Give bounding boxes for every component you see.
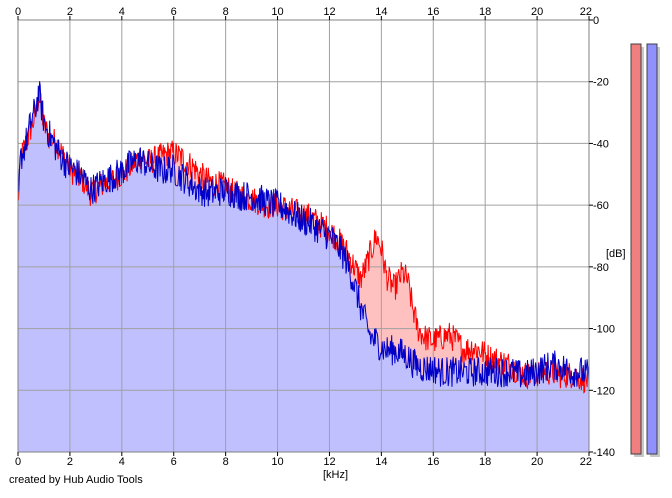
y-tick-label: -120: [593, 385, 615, 397]
x-tick-label-top: 4: [119, 6, 125, 18]
x-tick-label-top: 0: [15, 6, 21, 18]
x-tick-label-bottom: 18: [479, 456, 491, 468]
y-tick-label: -20: [593, 77, 609, 89]
x-tick-label-bottom: 22: [580, 456, 592, 468]
tick-label-layer: 002244668810101212141416161818202022220-…: [15, 6, 615, 468]
x-tick-label-bottom: 0: [15, 456, 21, 468]
x-tick-label-top: 22: [580, 6, 592, 18]
x-tick-label-top: 20: [531, 6, 543, 18]
x-tick-label-top: 2: [67, 6, 73, 18]
x-tick-label-top: 12: [323, 6, 335, 18]
x-tick-label-bottom: 16: [427, 456, 439, 468]
y-tick-label: -100: [593, 324, 615, 336]
y-axis-title: [dB]: [606, 248, 626, 260]
plot-frame: [17, 19, 590, 453]
level-meter-layer: [630, 43, 660, 457]
series-line-layer: [17, 81, 590, 394]
x-tick-label-bottom: 4: [119, 456, 125, 468]
level-meter-1: [630, 43, 642, 455]
y-tick-label: -80: [593, 262, 609, 274]
x-tick-label-top: 14: [375, 6, 387, 18]
series-1-line: [17, 93, 590, 394]
credit-text: created by Hub Audio Tools: [9, 474, 143, 486]
y-tick-label: 0: [593, 15, 599, 27]
x-tick-label-bottom: 10: [271, 456, 283, 468]
series-2-line: [18, 81, 590, 388]
grid-layer: [18, 20, 589, 452]
y-tick-label: -140: [593, 447, 615, 459]
y-tick-label: -60: [593, 200, 609, 212]
x-tick-label-top: 6: [171, 6, 177, 18]
x-tick-label-top: 8: [223, 6, 229, 18]
x-tick-label-bottom: 12: [323, 456, 335, 468]
level-meter-2: [646, 43, 658, 455]
x-tick-label-bottom: 20: [531, 456, 543, 468]
x-tick-label-top: 16: [427, 6, 439, 18]
x-tick-label-top: 18: [479, 6, 491, 18]
x-tick-label-bottom: 14: [375, 456, 387, 468]
x-axis-title: [kHz]: [323, 469, 348, 481]
x-tick-label-bottom: 6: [171, 456, 177, 468]
x-tick-label-bottom: 2: [67, 456, 73, 468]
x-tick-label-top: 10: [271, 6, 283, 18]
plot-frame-layer: [17, 19, 590, 453]
x-tick-label-bottom: 8: [223, 456, 229, 468]
y-tick-label: -40: [593, 138, 609, 150]
